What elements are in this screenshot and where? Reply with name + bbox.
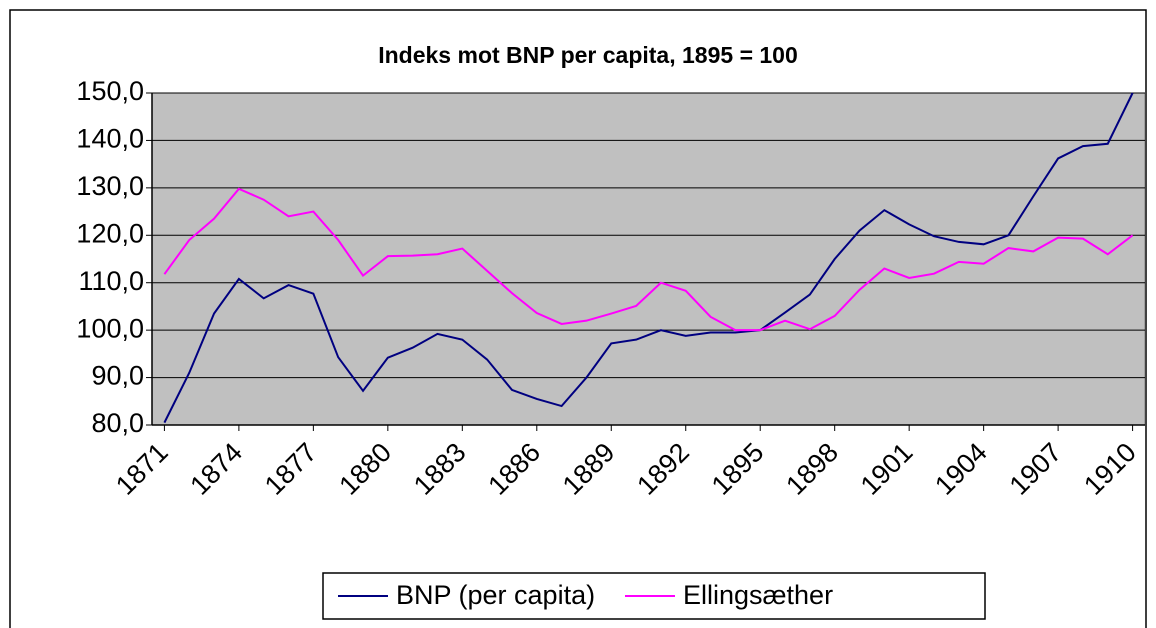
chart-title: Indeks mot BNP per capita, 1895 = 100 (378, 42, 798, 68)
legend-label: Ellingsæther (683, 580, 833, 610)
y-tick-label: 140,0 (76, 124, 144, 154)
y-tick-label: 80,0 (91, 408, 144, 438)
plot-area (151, 92, 1146, 426)
legend: BNP (per capita) Ellingsæther (322, 572, 986, 620)
y-tick-label: 130,0 (76, 171, 144, 201)
y-tick-label: 150,0 (76, 76, 144, 106)
legend-label: BNP (per capita) (396, 580, 595, 610)
y-tick-label: 100,0 (76, 313, 144, 343)
y-tick-label: 110,0 (78, 266, 144, 296)
y-tick-label: 120,0 (76, 218, 144, 248)
series-line (163, 92, 1134, 424)
y-tick-label: 90,0 (91, 361, 144, 391)
series-line (163, 187, 1134, 332)
